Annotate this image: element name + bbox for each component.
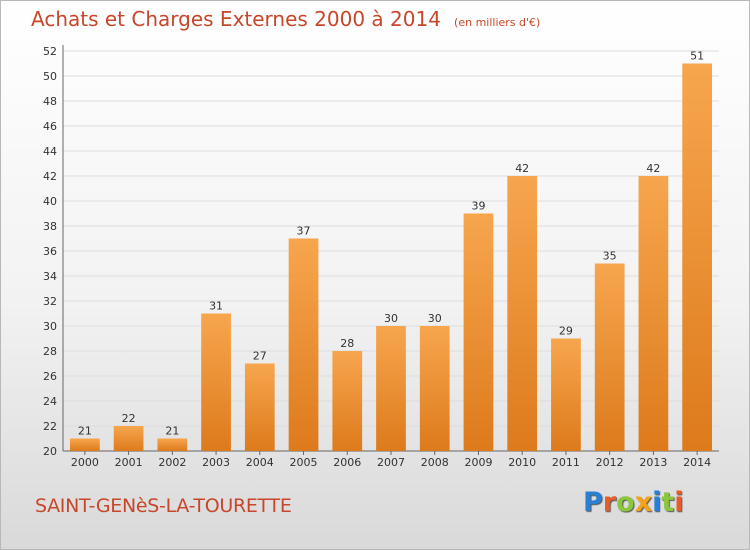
data-label: 39 [471,200,485,213]
commune-name: SAINT-GENèS-LA-TOURETTE [35,495,292,517]
bar [288,238,319,451]
y-tick-label: 32 [43,295,57,308]
y-tick-label: 36 [43,245,57,258]
y-tick-label: 48 [43,95,57,108]
x-tick-label: 2005 [290,456,318,469]
data-label: 27 [253,350,267,363]
x-tick-label: 2000 [71,456,99,469]
y-tick-label: 46 [43,120,57,133]
y-tick-label: 20 [43,445,57,458]
data-label: 42 [646,162,660,175]
data-label: 35 [603,250,617,263]
data-label: 30 [384,312,398,325]
y-tick-label: 52 [43,45,57,58]
bar [638,176,669,451]
bar [594,263,625,451]
logo-letter: o [616,487,635,518]
data-label: 31 [209,300,223,313]
y-tick-label: 34 [43,270,57,283]
y-tick-label: 44 [43,145,57,158]
y-tick-label: 50 [43,70,57,83]
x-tick-label: 2010 [508,456,536,469]
bar [507,176,538,451]
data-label: 21 [78,425,92,438]
y-tick-label: 40 [43,195,57,208]
x-tick-label: 2008 [421,456,449,469]
bar [69,438,100,451]
y-tick-label: 42 [43,170,57,183]
x-tick-label: 2012 [596,456,624,469]
chart-title-block: Achats et Charges Externes 2000 à 2014 (… [31,7,540,31]
logo-letter: r [602,487,617,518]
y-tick-label: 24 [43,395,57,408]
bar [157,438,188,451]
y-tick-label: 26 [43,370,57,383]
bar [551,338,581,451]
logo-letter: P [583,487,603,518]
x-tick-label: 2001 [115,456,143,469]
bar [682,63,713,451]
data-label: 21 [165,425,179,438]
data-label: 51 [690,50,704,63]
data-label: 22 [122,412,136,425]
chart-title: Achats et Charges Externes 2000 à 2014 [31,7,441,31]
chart-unit: (en milliers d'€) [454,16,541,29]
y-tick-label: 30 [43,320,57,333]
x-tick-label: 2007 [377,456,405,469]
y-tick-label: 28 [43,345,57,358]
x-tick-label: 2006 [333,456,361,469]
data-label: 29 [559,325,573,338]
proxiti-logo: Proxiti [583,487,684,518]
data-label: 37 [297,225,311,238]
y-tick-label: 38 [43,220,57,233]
logo-letter: i [674,487,684,518]
data-label: 42 [515,162,529,175]
logo-letter: t [661,487,675,518]
logo-letter: x [634,487,653,518]
logo-letter: i [652,487,662,518]
x-tick-label: 2013 [639,456,667,469]
bar [244,363,275,451]
x-tick-label: 2004 [246,456,274,469]
x-tick-label: 2009 [464,456,492,469]
data-label: 30 [428,312,442,325]
bar [113,426,144,451]
bar [419,326,450,451]
x-tick-label: 2011 [552,456,580,469]
bar [332,351,363,451]
bar [463,213,494,451]
data-label: 28 [340,337,354,350]
x-tick-label: 2002 [158,456,186,469]
bar [201,313,231,451]
y-tick-label: 22 [43,420,57,433]
x-tick-label: 2014 [683,456,711,469]
x-tick-label: 2003 [202,456,230,469]
bar [376,326,406,451]
